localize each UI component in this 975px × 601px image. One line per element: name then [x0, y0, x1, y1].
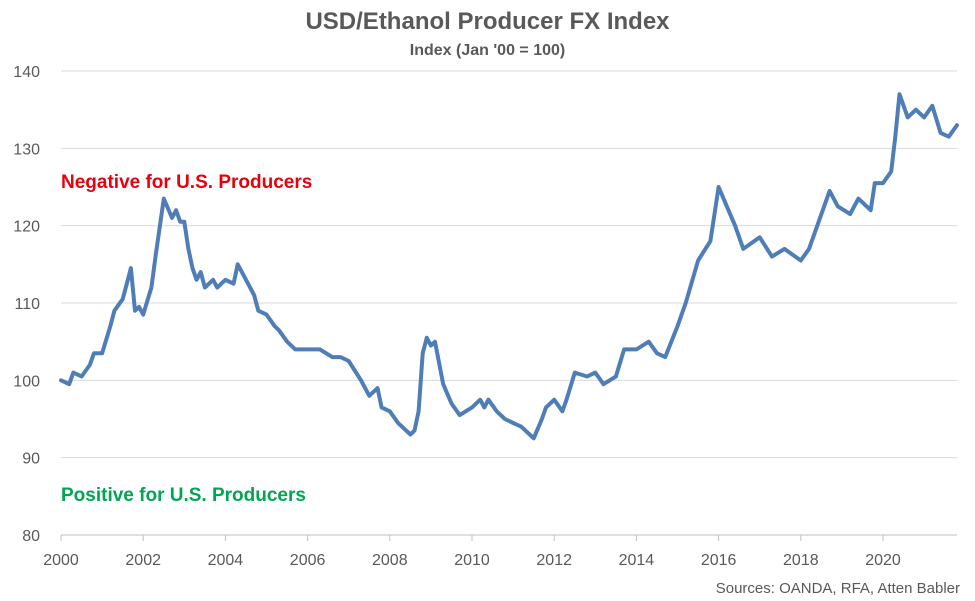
series-line [59, 92, 959, 441]
chart-title: USD/Ethanol Producer FX Index [305, 8, 670, 35]
x-tick-label: 2018 [783, 552, 819, 569]
x-tick-label: 2012 [536, 552, 572, 569]
x-tick-label: 2006 [290, 552, 326, 569]
y-tick-label: 110 [14, 296, 40, 313]
positive-annotation: Positive for U.S. Producers [61, 485, 306, 506]
x-tick-label: 2016 [701, 552, 737, 569]
y-tick-label: 130 [13, 141, 40, 158]
x-tick-label: 2004 [208, 552, 244, 569]
x-tick-label: 2000 [43, 552, 79, 569]
x-tick-label: 2008 [372, 552, 408, 569]
y-tick-label: 80 [22, 528, 40, 545]
negative-annotation: Negative for U.S. Producers [61, 172, 312, 193]
x-tick-label: 2002 [125, 552, 161, 569]
x-tick-label: 2020 [865, 552, 901, 569]
source-note: Sources: OANDA, RFA, Atten Babler [716, 580, 960, 597]
y-tick-label: 90 [22, 451, 40, 468]
chart-subtitle: Index (Jan '00 = 100) [409, 42, 566, 59]
x-tick-label: 2014 [619, 552, 655, 569]
x-tick-label: 2010 [454, 552, 490, 569]
y-tick-label: 100 [13, 373, 40, 390]
y-tick-label: 120 [13, 219, 40, 236]
y-tick-label: 140 [13, 64, 40, 81]
